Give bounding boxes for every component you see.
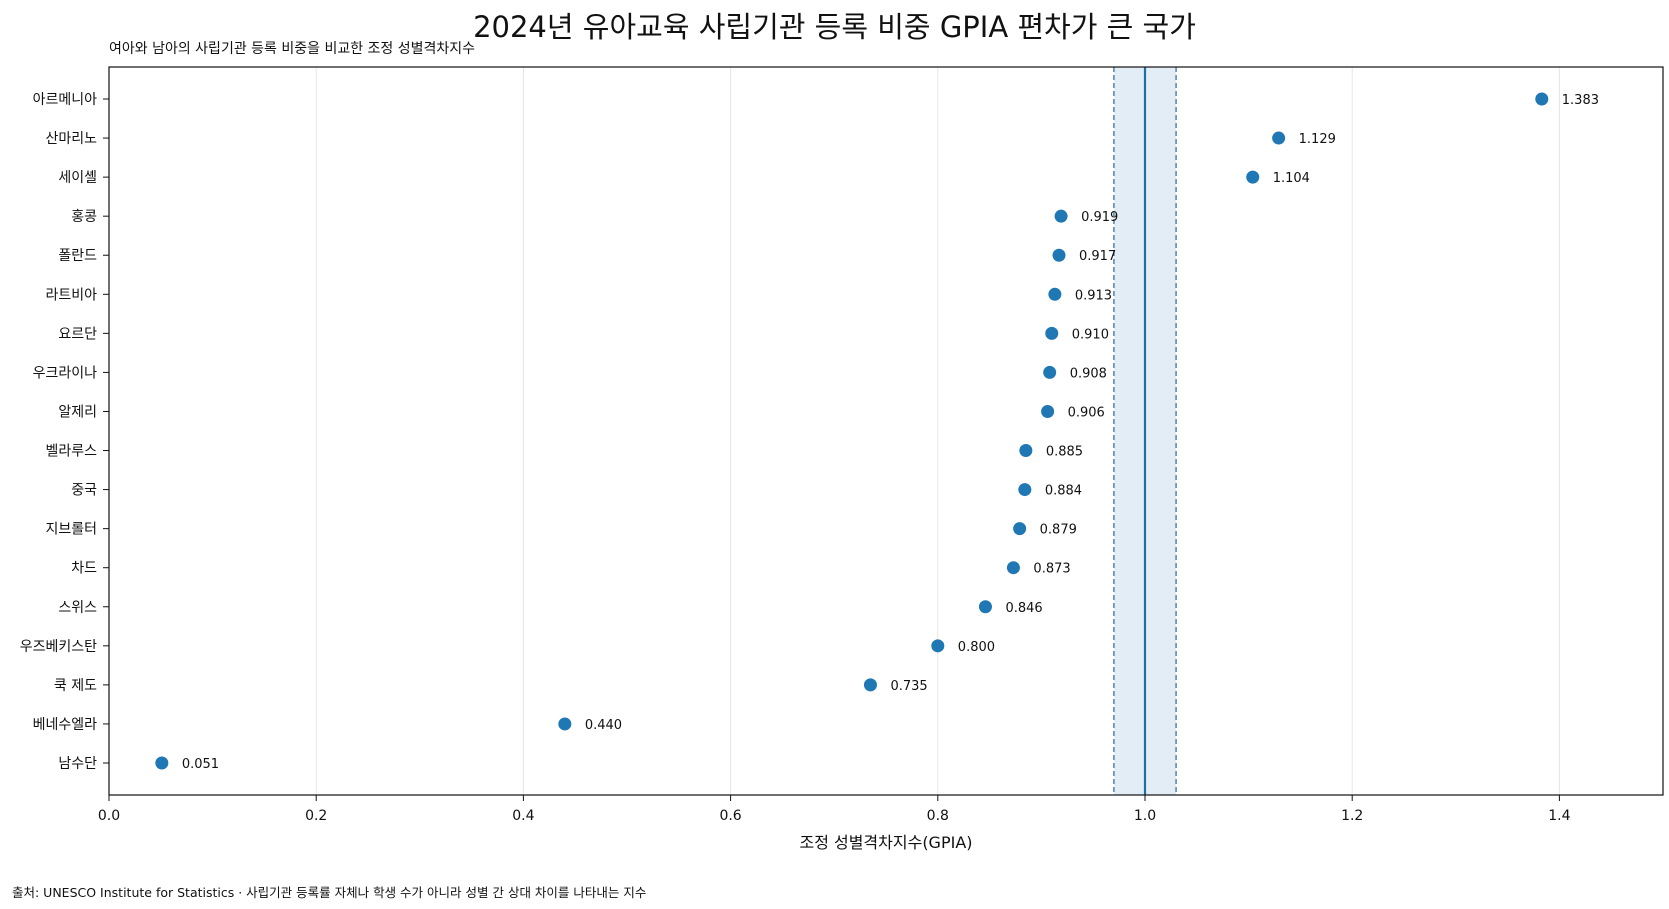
- category-label: 산마리노: [45, 131, 97, 147]
- chart-title: 2024년 유아교육 사립기관 등록 비중 GPIA 편차가 큰 국가: [473, 10, 1196, 44]
- x-axis-ticks: 0.0 0.2 0.4 0.6 0.8 1.0 1.2 1.4: [98, 795, 1571, 824]
- category-label: 중국: [71, 483, 97, 499]
- data-label: 0.913: [1075, 288, 1112, 303]
- category-label: 알제리: [58, 404, 97, 420]
- data-point: [1045, 326, 1059, 340]
- x-tick-label: 0.8: [927, 808, 949, 824]
- x-axis-title: 조정 성별격차지수(GPIA): [799, 833, 972, 852]
- data-point: [1246, 170, 1260, 184]
- data-label: 0.906: [1068, 405, 1105, 420]
- grid-lines: [315, 67, 1560, 795]
- data-point: [1052, 248, 1066, 262]
- data-point: [1019, 444, 1033, 458]
- category-label: 라트비아: [45, 287, 97, 303]
- x-tick-label: 1.2: [1341, 808, 1363, 824]
- category-label: 차드: [71, 561, 97, 577]
- category-label: 스위스: [58, 600, 97, 616]
- category-label: 요르단: [58, 326, 97, 342]
- data-labels: 1.383 1.129 1.104 0.919 0.917 0.913 0.910 0.908…: [182, 93, 1599, 772]
- data-label: 1.104: [1273, 171, 1310, 186]
- category-label: 베네수엘라: [33, 717, 98, 733]
- x-tick-label: 0.4: [512, 808, 534, 824]
- x-tick-label: 1.4: [1548, 808, 1570, 824]
- data-points: [155, 92, 1549, 770]
- x-tick-label: 0.0: [98, 808, 120, 824]
- data-label: 1.383: [1562, 93, 1599, 108]
- data-point: [1018, 483, 1032, 497]
- data-label: 0.440: [585, 718, 622, 733]
- data-label: 0.919: [1081, 210, 1118, 225]
- category-label: 아르메니아: [33, 92, 98, 108]
- x-tick-label: 0.2: [305, 808, 327, 824]
- data-label: 1.129: [1299, 132, 1336, 147]
- category-label: 쿡 제도: [54, 678, 97, 694]
- data-label: 0.917: [1079, 249, 1116, 264]
- data-point: [558, 717, 572, 731]
- category-label: 지브롤터: [45, 522, 97, 538]
- parity-band: [1113, 67, 1177, 795]
- data-point: [1041, 404, 1055, 418]
- x-tick-label: 1.0: [1134, 808, 1156, 824]
- data-point: [1048, 287, 1062, 301]
- data-label: 0.879: [1040, 523, 1077, 538]
- data-label: 0.910: [1072, 327, 1109, 342]
- category-label: 세이셸: [58, 170, 97, 186]
- data-label: 0.885: [1046, 445, 1083, 460]
- data-label: 0.800: [958, 640, 995, 655]
- data-point: [1013, 522, 1027, 536]
- data-label: 0.051: [182, 757, 219, 772]
- category-labels: 아르메니아산마리노세이셸홍콩폴란드라트비아요르단우크라이나알제리벨라루스중국지브…: [20, 92, 109, 772]
- data-label: 0.846: [1005, 601, 1042, 616]
- data-point: [978, 600, 992, 614]
- data-label: 0.735: [890, 679, 927, 694]
- data-label: 0.873: [1033, 562, 1070, 577]
- data-point: [1006, 561, 1020, 575]
- data-point: [1054, 209, 1068, 223]
- category-label: 남수단: [58, 756, 97, 772]
- data-point: [155, 756, 169, 770]
- category-label: 우즈베키스탄: [20, 639, 97, 655]
- chart-subtitle: 여아와 남아의 사립기관 등록 비중을 비교한 조정 성별격차지수: [109, 41, 476, 57]
- data-point: [1272, 131, 1286, 145]
- source-note: 출처: UNESCO Institute for Statistics · 사립…: [12, 885, 647, 900]
- category-label: 벨라루스: [45, 444, 97, 460]
- data-point: [863, 678, 877, 692]
- category-label: 우크라이나: [33, 365, 98, 381]
- data-label: 0.908: [1070, 366, 1107, 381]
- data-point: [1043, 365, 1057, 379]
- data-point: [931, 639, 945, 653]
- data-point: [1535, 92, 1549, 106]
- x-tick-label: 0.6: [719, 808, 741, 824]
- plot-frame: [108, 66, 1664, 796]
- category-label: 폴란드: [58, 248, 97, 264]
- category-label: 홍콩: [71, 209, 97, 225]
- data-label: 0.884: [1045, 484, 1082, 499]
